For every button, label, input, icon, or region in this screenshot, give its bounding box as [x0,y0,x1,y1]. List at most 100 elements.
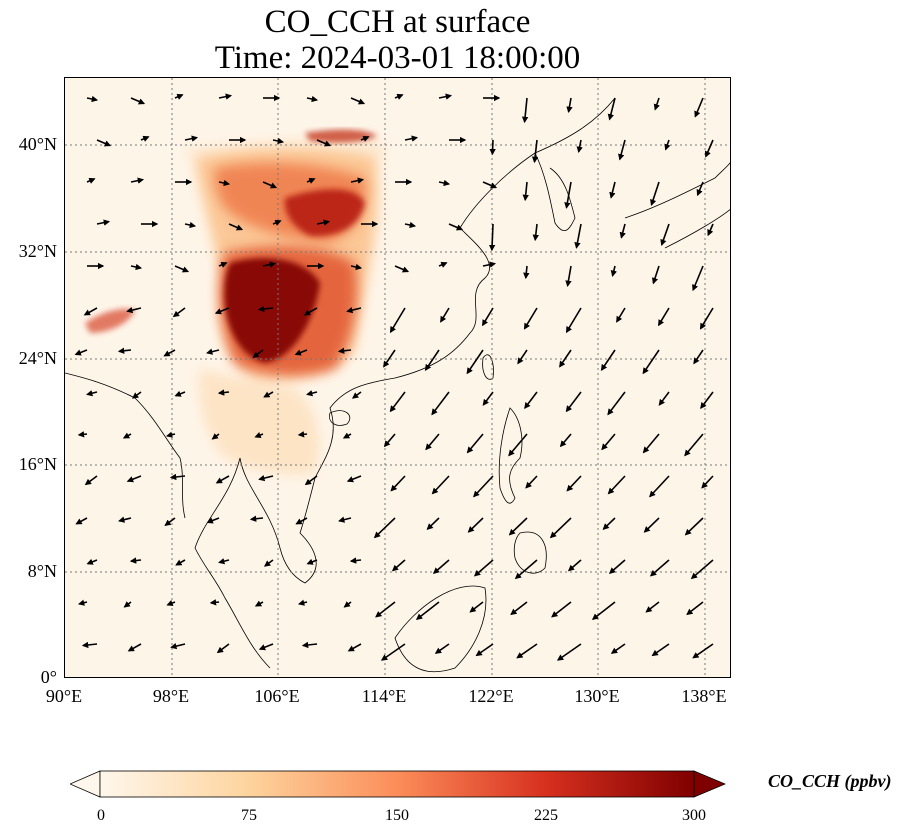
wind-arrow [304,475,318,486]
wind-arrow [650,181,660,207]
wind-arrow [252,349,264,358]
wind-arrow [591,601,616,620]
wind-arrow [649,559,670,577]
wind-arrow [129,557,142,564]
wind-arrow [117,347,132,354]
wind-arrow [699,307,714,330]
wind-arrow [170,642,186,650]
lat-tick-label: 16°N [18,454,57,474]
lon-tick-label: 122°E [468,686,514,706]
wind-arrow [211,433,220,440]
wind-arrow [469,601,484,613]
wind-arrow [209,599,220,606]
wind-arrow [694,97,704,118]
lon-tick-label: 138°E [681,686,727,706]
wind-arrow [375,601,396,618]
wind-arrow [651,265,660,285]
wind-arrow [262,261,277,268]
plume-red-north-2 [305,129,377,143]
wind-arrow [692,643,714,659]
wind-arrow [565,391,582,413]
wind-arrow [130,97,146,105]
wind-arrow [565,307,582,334]
wind-arrow [123,601,132,608]
wind-arrow [350,177,365,184]
wind-arrow [664,139,671,151]
colorbar-tick-label: 150 [385,807,409,824]
concentration-field [85,129,386,475]
wind-arrow [258,474,274,482]
colorbar-tick-label: 225 [534,807,558,824]
wind-arrow [131,391,142,399]
wind-arrow [127,643,142,652]
wind-arrow [389,307,406,334]
wind-arrow [566,475,582,492]
wind-arrow [426,517,440,530]
wind-arrow [609,181,616,199]
wind-arrow [618,139,626,161]
wind-arrow [475,643,494,657]
wind-arrow [380,643,406,661]
wind-arrow [523,307,538,330]
wind-arrow [126,475,142,483]
wind-arrow [549,517,572,539]
map-canvas [65,78,730,677]
coast-japan [624,162,730,249]
wind-arrow [297,599,308,606]
wind-arrow [686,601,704,616]
wind-arrow [206,517,220,524]
wind-arrow [488,223,496,252]
wind-arrow [438,261,448,268]
lat-tick-label: 0° [40,667,57,687]
colorbar-tick-label: 75 [241,807,257,824]
wind-arrow [96,219,111,226]
wind-arrow [467,517,484,533]
wind-arrow [551,601,572,618]
wind-arrow [86,558,98,565]
wind-arrow [608,559,626,574]
wind-arrow [389,391,406,413]
gridlines [65,78,730,677]
wind-arrow [254,432,264,439]
wind-arrow [206,348,220,355]
wind-arrow [122,432,132,439]
wind-arrow [262,181,278,189]
wind-arrow [391,559,406,572]
wind-arrow [660,223,670,247]
wind-arrow [438,93,453,100]
wind-arrow [174,93,184,100]
wind-arrow [482,391,494,406]
wind-arrow [559,349,572,368]
wind-arrow [214,307,230,315]
wind-arrow [704,139,714,158]
lon-tick-label: 106°E [254,686,300,706]
wind-arrow [86,390,98,397]
wind-arrow [653,97,660,111]
wind-arrow [77,599,88,606]
wind-arrow [517,349,528,365]
wind-arrow [228,223,244,231]
wind-arrow [576,139,583,154]
wind-arrow [690,559,714,580]
wind-arrow [343,601,352,608]
wind-arrow [510,601,528,616]
colorbar-extend-max [693,770,726,798]
wind-arrow [559,433,572,448]
wind-arrow [700,391,714,410]
wind-arrow [83,307,98,316]
wind-arrow [415,601,440,620]
wind-arrow [297,431,308,438]
wind-arrow [215,475,230,484]
lon-tick-label: 90°E [45,686,83,706]
wind-arrow [438,179,451,187]
wind-arrow [351,391,362,399]
wind-arrow [482,307,494,327]
wind-arrow [96,139,112,147]
wind-arrow [431,475,450,495]
map-time-label: Time: 2024-03-01 18:00:00 [214,40,581,76]
wind-arrow [432,559,450,574]
wind-arrow [643,517,660,533]
colorbar-label: CO_CCH (ppbv) [768,771,892,791]
coast-china-indochina [239,97,616,584]
wind-arrow [642,349,660,375]
